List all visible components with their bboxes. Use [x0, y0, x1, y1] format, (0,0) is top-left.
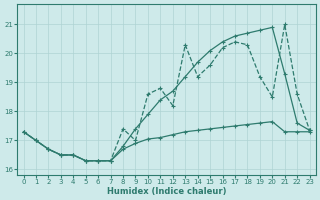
X-axis label: Humidex (Indice chaleur): Humidex (Indice chaleur) — [107, 187, 226, 196]
